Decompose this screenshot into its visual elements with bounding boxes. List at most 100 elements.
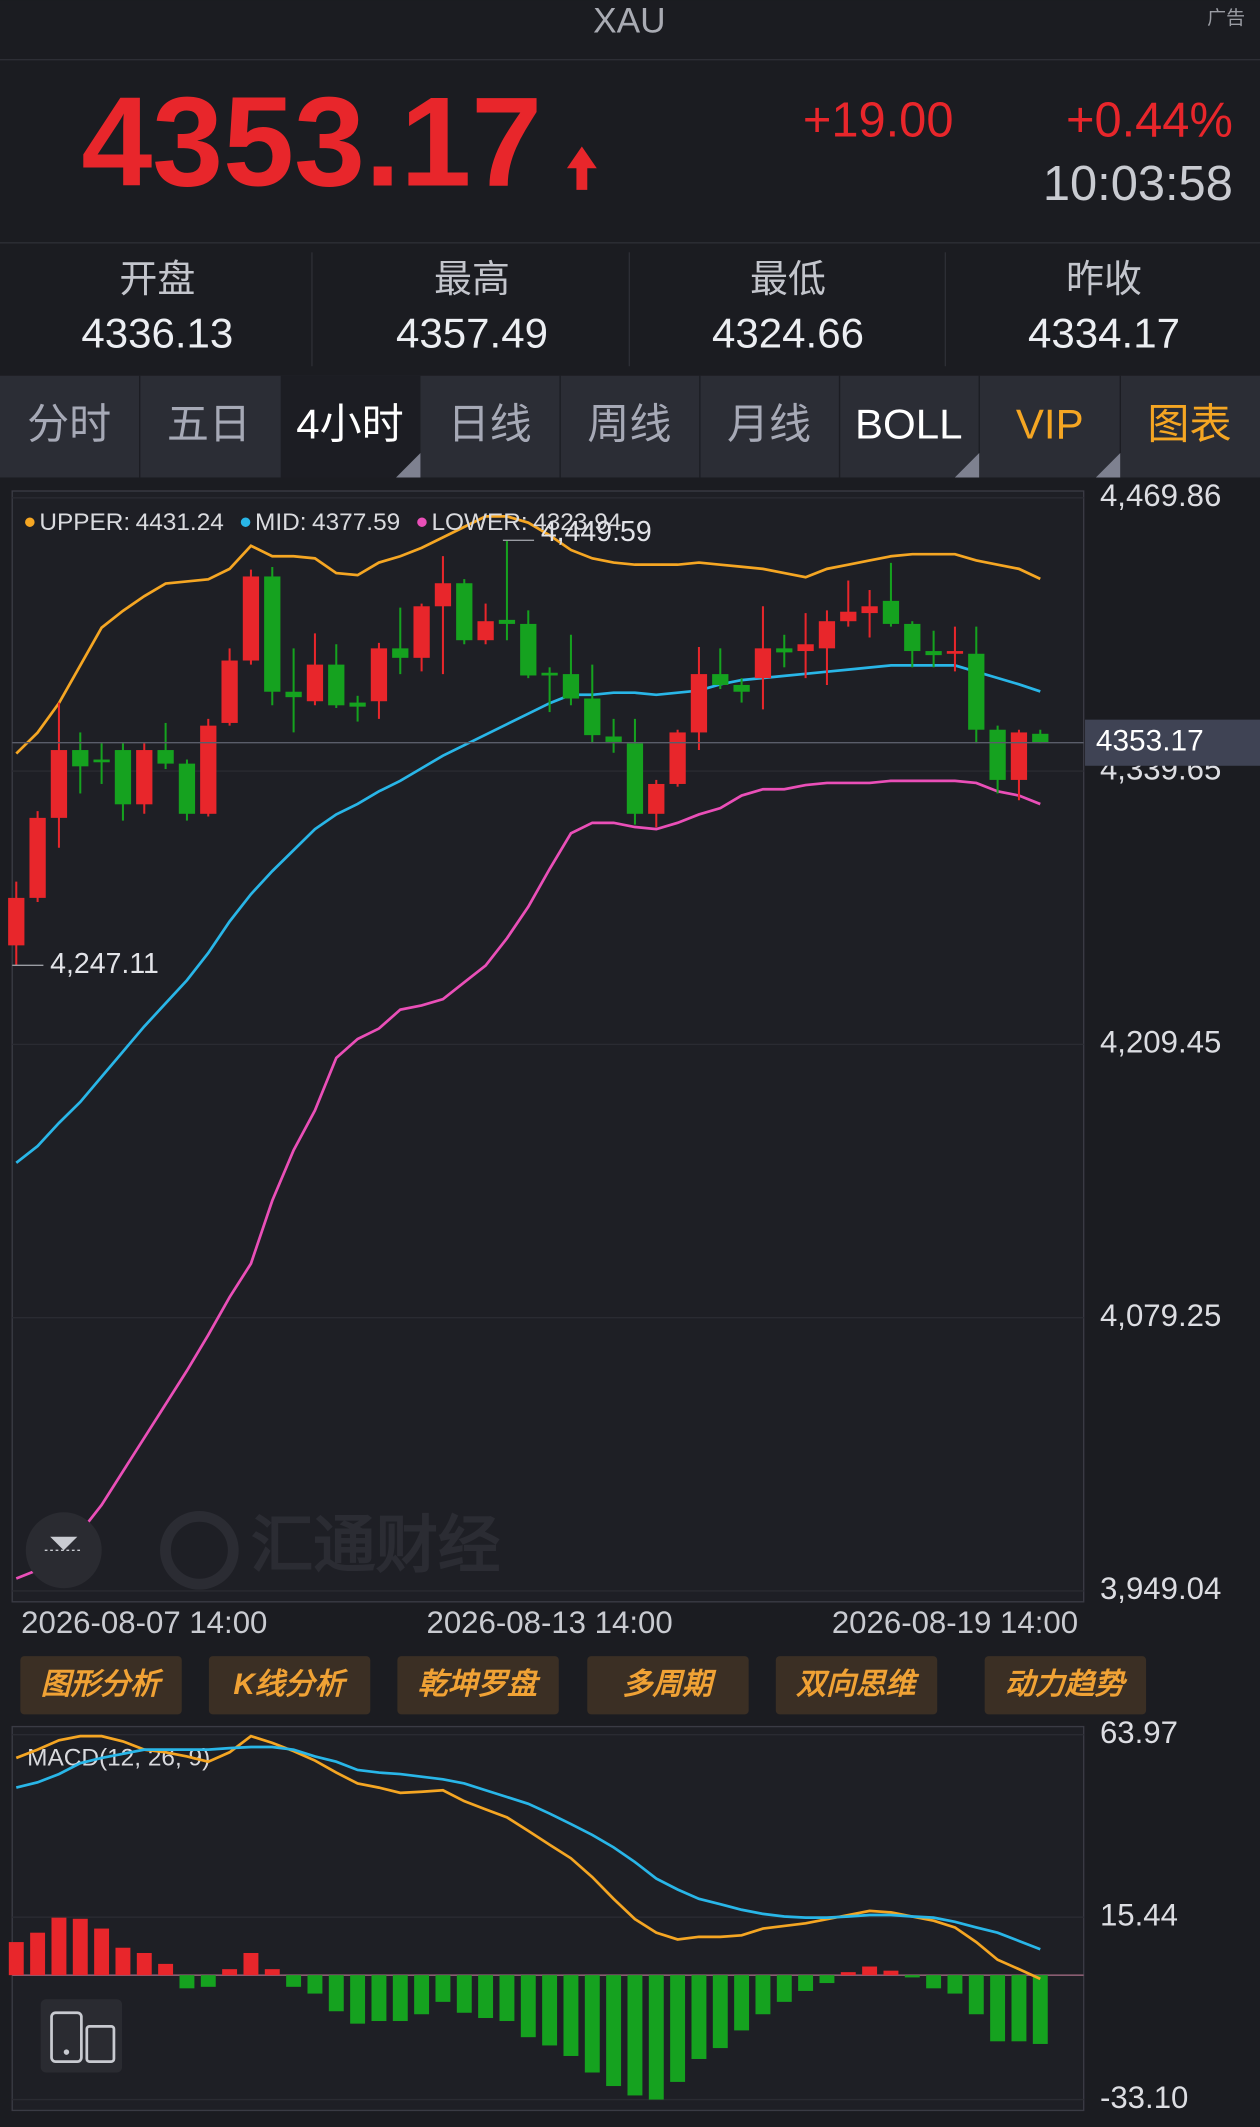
macd-bar bbox=[328, 1975, 344, 2012]
tab[interactable]: VIP bbox=[1016, 400, 1084, 447]
macd-bar bbox=[243, 1952, 259, 1976]
candle-body bbox=[648, 783, 665, 814]
candle-body bbox=[413, 606, 430, 658]
quote-time: 10:03:58 bbox=[1043, 157, 1233, 211]
legend-label: LOWER: bbox=[431, 509, 527, 536]
candle-body bbox=[946, 651, 964, 654]
macd-bar bbox=[499, 1975, 515, 2022]
macd-bar bbox=[350, 1975, 366, 2024]
stat-label: 开盘 bbox=[119, 259, 195, 301]
y-tick-label: 4,079.25 bbox=[1100, 1298, 1221, 1333]
tool-button[interactable] bbox=[208, 1656, 371, 1715]
candle-body bbox=[584, 698, 601, 736]
tab[interactable]: 图表 bbox=[1147, 400, 1231, 447]
tool-label[interactable]: 乾坤罗盘 bbox=[418, 1668, 541, 1701]
candle-body bbox=[285, 691, 302, 698]
tool-label[interactable]: 多周期 bbox=[623, 1668, 718, 1701]
stat-value: 4357.49 bbox=[396, 309, 548, 356]
macd-bar bbox=[968, 1975, 984, 2015]
tool-label[interactable]: 双向思维 bbox=[796, 1668, 919, 1701]
y-tick-label: 15.44 bbox=[1100, 1897, 1178, 1932]
tool-button[interactable] bbox=[984, 1656, 1147, 1715]
tab[interactable]: 日线 bbox=[448, 400, 532, 447]
candle-body bbox=[818, 621, 836, 649]
tab[interactable]: 分时 bbox=[27, 400, 111, 447]
candle-body bbox=[93, 759, 110, 763]
tool-button[interactable] bbox=[20, 1656, 182, 1715]
macd-bar bbox=[200, 1975, 216, 1987]
candle-body bbox=[29, 817, 46, 898]
tool-label[interactable]: 图形分析 bbox=[41, 1668, 164, 1701]
tab-corner bbox=[396, 453, 421, 478]
candle-body bbox=[456, 583, 473, 641]
macd-bar bbox=[926, 1975, 942, 1989]
tab[interactable]: 月线 bbox=[727, 400, 811, 447]
candle-body bbox=[797, 644, 814, 652]
macd-bar bbox=[584, 1975, 600, 2073]
stat-value: 4334.17 bbox=[1028, 309, 1180, 356]
x-tick-label: 2026-08-13 14:00 bbox=[426, 1605, 672, 1640]
band-line bbox=[15, 779, 1041, 1580]
candle-body bbox=[477, 621, 494, 641]
macd-bar bbox=[371, 1975, 387, 2022]
stat-value: 4324.66 bbox=[712, 309, 864, 356]
candle-body bbox=[669, 732, 686, 784]
rotate-button[interactable] bbox=[40, 1999, 123, 2073]
symbol-title: XAU bbox=[593, 1, 665, 40]
tool-button[interactable] bbox=[397, 1656, 559, 1715]
y-tick-label: 4,209.45 bbox=[1100, 1025, 1221, 1060]
ad-label[interactable]: 广告 bbox=[1207, 7, 1245, 29]
tool-button[interactable] bbox=[775, 1656, 938, 1715]
legend-marker bbox=[240, 517, 251, 527]
tab-corner bbox=[954, 453, 980, 478]
candle-body bbox=[221, 660, 238, 723]
tool-label[interactable]: K线分析 bbox=[233, 1668, 348, 1701]
tab[interactable]: BOLL bbox=[855, 400, 962, 447]
legend-value: 4377.59 bbox=[312, 509, 400, 536]
y-tick-label: 4,469.86 bbox=[1100, 478, 1221, 513]
macd-bar bbox=[904, 1975, 920, 1978]
macd-bar bbox=[734, 1975, 750, 2031]
y-tick-label: 63.97 bbox=[1100, 1715, 1178, 1750]
band-line bbox=[15, 664, 1041, 1164]
candle-body bbox=[498, 619, 516, 624]
candle-body bbox=[178, 763, 196, 814]
candle-body bbox=[904, 623, 921, 652]
macd-bar bbox=[862, 1966, 878, 1976]
macd-bar bbox=[392, 1975, 408, 2022]
annotation-label: 4,247.11 bbox=[50, 948, 159, 980]
candle-body bbox=[520, 623, 537, 676]
last-price: 4353.17 bbox=[81, 72, 542, 214]
legend-marker bbox=[25, 517, 35, 527]
y-tick-label: 3,949.04 bbox=[1100, 1571, 1221, 1606]
candle-body bbox=[1010, 732, 1028, 780]
macd-bar bbox=[435, 1975, 451, 2002]
stat-label: 最高 bbox=[434, 259, 510, 301]
macd-bar bbox=[947, 1975, 963, 1994]
macd-bar bbox=[840, 1972, 856, 1976]
macd-bar bbox=[776, 1975, 792, 2002]
collapse-button[interactable] bbox=[25, 1512, 102, 1589]
legend-marker bbox=[417, 517, 427, 527]
candle-body bbox=[328, 664, 345, 706]
main-chart-frame bbox=[11, 490, 1085, 1603]
tool-button[interactable] bbox=[587, 1656, 749, 1715]
candle-body bbox=[306, 664, 324, 702]
candle-body bbox=[754, 648, 772, 679]
macd-chart-frame bbox=[11, 1725, 1085, 2112]
candle-body bbox=[1032, 733, 1049, 743]
y-tick-label: -33.10 bbox=[1100, 2080, 1188, 2115]
candle-body bbox=[370, 648, 388, 702]
price-change-pct: +0.44% bbox=[1066, 93, 1233, 147]
candle-body bbox=[861, 606, 878, 614]
candle-body bbox=[925, 651, 942, 656]
tool-label[interactable]: 动力趋势 bbox=[1005, 1668, 1127, 1701]
tab[interactable]: 五日 bbox=[167, 400, 251, 447]
last-price-label: 4353.17 bbox=[1096, 725, 1204, 758]
tab-active[interactable]: 4小时 bbox=[296, 400, 403, 447]
stats-row: 开盘 4336.13 最高 4357.49 最低 4324.66 昨收 4334… bbox=[81, 252, 1180, 367]
candle-body bbox=[989, 729, 1006, 780]
candle-body bbox=[840, 611, 857, 622]
tab[interactable]: 周线 bbox=[587, 400, 671, 447]
